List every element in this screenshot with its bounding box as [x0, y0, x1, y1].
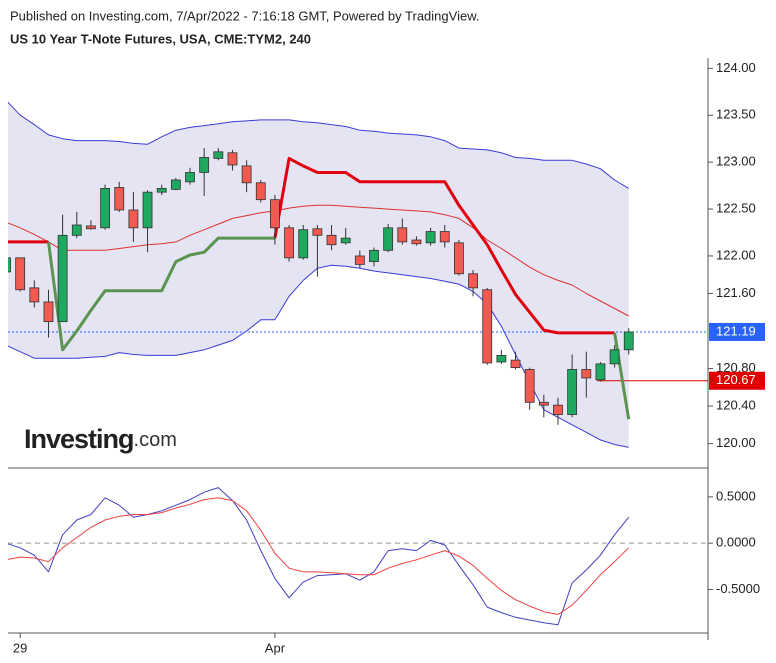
candle-body — [142, 191, 153, 229]
logo: Investing.com — [24, 424, 177, 454]
candle-body — [609, 349, 620, 365]
candle-body — [298, 229, 309, 259]
candle-body — [270, 199, 280, 229]
candle-body — [581, 369, 592, 379]
band-upper — [8, 101, 629, 189]
candle-body — [156, 188, 167, 193]
y-tick-label: 124.00 — [716, 60, 756, 75]
candle-body — [623, 331, 634, 351]
logo-bold: Investing — [24, 424, 134, 454]
candle-body — [114, 187, 125, 211]
candle-body — [411, 239, 422, 245]
candle-body — [354, 255, 365, 265]
candle-body — [185, 172, 195, 183]
candle-body — [241, 165, 252, 184]
y-tick-label: 123.50 — [716, 107, 756, 122]
candle-body — [43, 301, 54, 323]
candle-body — [128, 209, 139, 229]
candle-body — [227, 152, 238, 166]
logo-rest: .com — [134, 429, 177, 451]
price-label: 120.67 — [716, 372, 756, 387]
trend-line — [273, 156, 615, 335]
candle-body — [326, 234, 337, 246]
candle-body — [567, 369, 578, 415]
chart-title: US 10 Year T-Note Futures, USA, CME:TYM2… — [10, 31, 311, 46]
y-tick-label: 122.50 — [716, 200, 756, 215]
axes: 124.00 123.50 123.00 122.50 122.00 121.60 120.… — [8, 58, 765, 655]
candle-body — [340, 237, 351, 244]
trend-line — [47, 236, 275, 352]
candle-body — [468, 273, 478, 289]
y-tick-label: 0.5000 — [716, 488, 756, 503]
y-tick-label: 120.00 — [716, 435, 756, 450]
candle-body — [284, 227, 294, 259]
oscillator-line — [8, 497, 630, 615]
candle-body — [425, 231, 436, 244]
candle-body — [86, 225, 96, 230]
y-tick-label: 0.0000 — [716, 535, 756, 550]
x-tick-label: Apr — [265, 640, 286, 655]
y-tick-label: -0.5000 — [716, 581, 760, 596]
candle-body — [29, 287, 40, 303]
candle-body — [255, 182, 266, 201]
trend-line — [613, 332, 631, 420]
oscillator-line — [8, 487, 630, 626]
candle-body — [213, 151, 224, 159]
y-tick-label: 123.00 — [716, 154, 756, 169]
y-tick-label: 121.60 — [716, 285, 756, 300]
price-label-box — [709, 371, 765, 390]
candle-body — [369, 249, 379, 262]
candle-body — [71, 224, 82, 236]
y-tick-label: 120.80 — [716, 360, 756, 375]
band-middle — [8, 204, 629, 317]
candle-body — [510, 359, 521, 369]
candle-body — [496, 355, 507, 363]
candle-body — [595, 363, 606, 381]
oscillator-panel — [8, 487, 708, 626]
candle-body — [454, 242, 464, 275]
candle-body — [439, 231, 450, 243]
candle-body — [397, 227, 408, 243]
candle-body — [170, 179, 181, 190]
candle-body — [312, 228, 323, 236]
published-note: Published on Investing.com, 7/Apr/2022 -… — [10, 8, 479, 23]
candle-body — [15, 257, 26, 291]
candle-body — [553, 404, 563, 415]
price-label: 121.19 — [716, 323, 756, 338]
candle-body — [8, 257, 11, 273]
candle-body — [482, 289, 493, 364]
y-tick-label: 120.40 — [716, 398, 756, 413]
candle-body — [383, 227, 394, 251]
y-tick-label: 122.00 — [716, 247, 756, 262]
main-panel — [8, 101, 708, 448]
x-tick-label: 29 — [13, 640, 27, 655]
candle-body — [57, 234, 68, 323]
candle-body — [199, 157, 210, 173]
candle-body — [538, 401, 549, 406]
candle-body — [524, 369, 535, 403]
candle-body — [100, 188, 110, 229]
price-label-box — [709, 322, 765, 341]
